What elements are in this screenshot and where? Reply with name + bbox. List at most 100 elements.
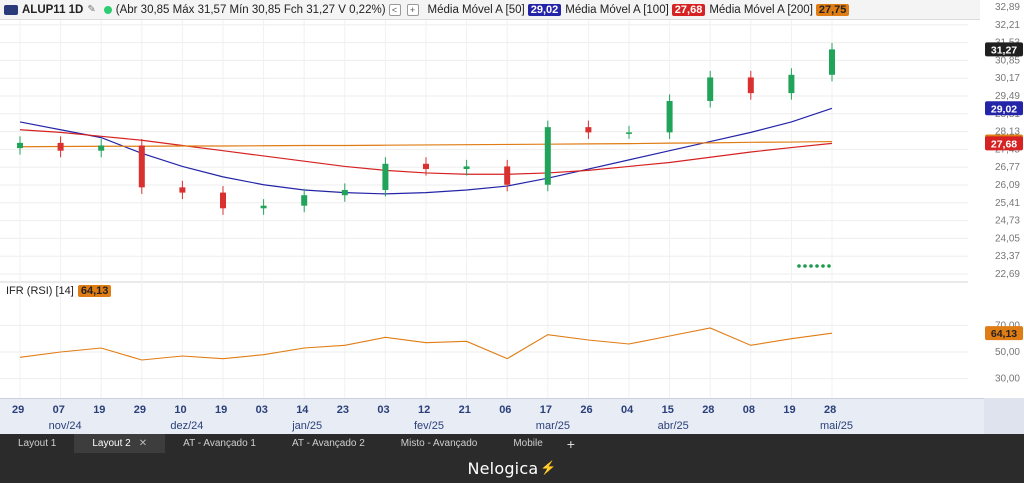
date-tick-label: 06 [499, 404, 512, 416]
candle-body [138, 145, 145, 188]
ma50-label[interactable]: Média Móvel A [50] [427, 3, 525, 16]
ma-2-flag [985, 136, 1023, 151]
date-tick-label: 19 [783, 404, 796, 416]
rsi-header: IFR (RSI) [14] 64,13 [6, 285, 112, 297]
date-tick-label: 15 [661, 404, 674, 416]
tab-label: Misto - Avançado [400, 438, 478, 449]
price-chart[interactable]: 32,8932,2131,5330,8530,1729,4928,8128,13… [0, 0, 1024, 398]
rsi-tick-label: 70,00 [995, 320, 1020, 331]
brand-logo: Nelogica [467, 458, 539, 478]
ma100-value: 27,68 [671, 3, 706, 16]
month-label: nov/24 [48, 420, 82, 432]
symbol-label[interactable]: ALUP11 1D [22, 3, 84, 16]
candle-body [301, 195, 308, 206]
price-tick-label: 28,13 [995, 127, 1020, 138]
tab-misto-avan-ado[interactable]: Misto - Avançado [383, 434, 496, 453]
current-price-flag [985, 42, 1023, 57]
ma-line-50 [19, 107, 833, 195]
ma-0-flag [985, 101, 1023, 116]
date-tick-label: 21 [458, 404, 471, 416]
tab-label: Layout 2 [92, 438, 131, 449]
date-tick-label: 10 [174, 404, 187, 416]
candle-body [707, 77, 714, 101]
tab-label: Layout 1 [18, 438, 57, 449]
candle-body [341, 189, 348, 196]
candle-body [17, 142, 23, 149]
price-tick-label: 22,69 [995, 269, 1020, 280]
ma100-label[interactable]: Média Móvel A [100] [565, 3, 669, 16]
candle-body [585, 127, 592, 133]
tab-label: Mobile [513, 438, 543, 449]
ma200-value: 27,75 [815, 3, 850, 16]
signal-dot [797, 264, 801, 268]
price-tick-label: 30,85 [995, 55, 1020, 66]
price-tick-label: 24,73 [995, 216, 1020, 227]
rsi-tick-label: 30,00 [995, 374, 1020, 385]
signal-dot [827, 264, 831, 268]
month-label: abr/25 [657, 420, 689, 432]
date-tick-label: 23 [336, 404, 350, 416]
layout-tabbar: Layout 1 Layout 2 ✕ AT - Avançado 1 AT - Ava… [0, 434, 980, 453]
date-tick-label: 14 [296, 404, 309, 416]
date-tick-label: 17 [539, 404, 553, 416]
chart-settings-icon[interactable]: ✎ [87, 4, 96, 15]
candle-body [423, 163, 429, 170]
tab-mobile[interactable]: Mobile [495, 434, 560, 453]
collapse-icon[interactable]: < [388, 3, 401, 16]
date-tick-label: 19 [93, 404, 106, 416]
tab-at-avan-ado-2[interactable]: AT - Avançado 2 [274, 434, 383, 453]
candle-body [382, 163, 389, 190]
price-tick-label: 26,77 [995, 162, 1020, 173]
rsi-line [19, 327, 833, 361]
date-tick-label: 03 [377, 404, 390, 416]
price-tick-label: 26,09 [995, 180, 1020, 191]
signal-dot [809, 264, 813, 268]
price-tick-label: 30,17 [995, 73, 1020, 84]
month-label: jan/25 [292, 420, 323, 432]
price-tick-label: 25,41 [995, 198, 1020, 209]
tab-label: AT - Avançado 2 [291, 438, 365, 449]
tab-label: AT - Avançado 1 [183, 438, 256, 449]
signal-dot [803, 264, 807, 268]
asset-logo-icon [4, 4, 18, 15]
chart-header: ALUP11 1D ✎ (Abr 30,85 Máx 31,57 Mín 30,… [0, 0, 980, 20]
date-tick-label: 28 [702, 404, 715, 416]
date-tick-label: 29 [133, 404, 147, 416]
date-tick-label: 19 [215, 404, 228, 416]
candle-body [666, 100, 673, 133]
rsi-label[interactable]: IFR (RSI) [14] [6, 285, 74, 297]
tab-layout-2[interactable]: Layout 2 ✕ [74, 434, 166, 453]
tab-at-avan-ado-1[interactable]: AT - Avançado 1 [165, 434, 274, 453]
month-label: mar/25 [535, 420, 571, 432]
date-tick-label: 03 [255, 404, 268, 416]
close-tab-icon[interactable]: ✕ [138, 438, 148, 449]
add-tab-icon[interactable]: + [566, 435, 575, 452]
price-pane [0, 20, 968, 282]
ma-line-200 [19, 140, 833, 148]
date-axis[interactable]: 29 07 19 29 10 19 03 14 23 03 12 21 06 17 26 04 15 28 08 19… [0, 398, 984, 434]
candle-body [626, 132, 632, 134]
candle-body [504, 166, 511, 185]
signal-dot [821, 264, 825, 268]
price-tick-label: 24,05 [995, 233, 1020, 244]
footer: Nelogica ⚡ [0, 453, 1024, 483]
month-label: dez/24 [170, 420, 204, 432]
live-status-icon [103, 5, 112, 14]
date-tick-label: 08 [742, 404, 756, 416]
ma-2-flag-label: 27,68 [991, 138, 1017, 150]
date-tick-label: 07 [52, 404, 65, 416]
ma200-label[interactable]: Média Móvel A [200] [709, 3, 813, 16]
candle-body [747, 77, 754, 94]
tab-layout-1[interactable]: Layout 1 [0, 434, 74, 453]
date-tick-label: 26 [580, 404, 593, 416]
rsi-flag [985, 326, 1023, 341]
add-study-button[interactable]: + [406, 3, 419, 16]
rsi-value-badge: 64,13 [77, 285, 112, 297]
price-tick-label: 29,49 [995, 91, 1020, 102]
brand-mark-icon: ⚡ [540, 460, 557, 475]
ma-0-flag-label: 29,02 [991, 103, 1017, 115]
date-tick-label: 12 [418, 404, 431, 416]
candle-body [544, 127, 551, 185]
ma50-value: 29,02 [527, 3, 562, 16]
price-tick-label: 32,89 [995, 2, 1020, 13]
